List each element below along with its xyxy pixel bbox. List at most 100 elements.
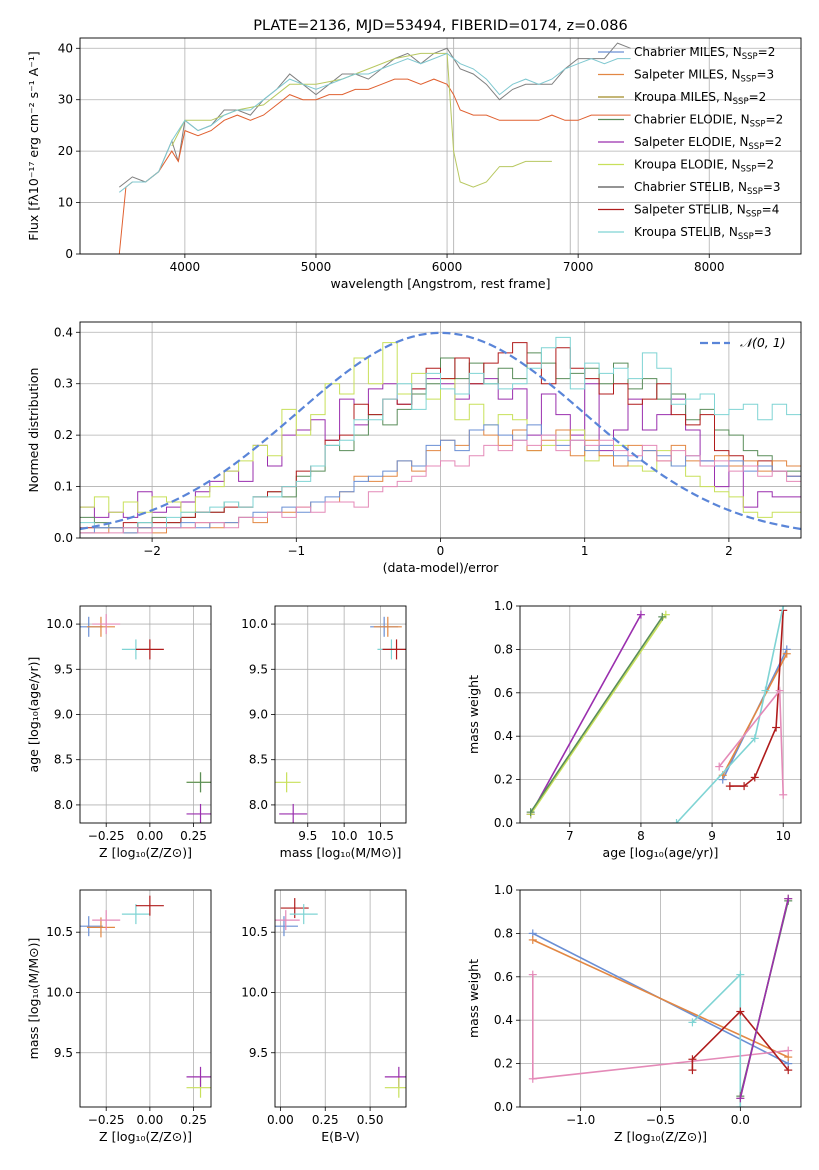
y-tick-label: 0.4	[54, 325, 73, 339]
series-line	[171, 52, 552, 188]
cumulative-line	[675, 606, 784, 823]
legend-suffix: =2	[749, 90, 767, 104]
y-tick-label: 0.0	[54, 531, 73, 545]
axes-frame	[274, 605, 407, 824]
x-axis-label: E(B-V)	[321, 1129, 360, 1144]
x-tick-label: 10.5	[367, 829, 394, 843]
y-axis-label: mass weight	[466, 959, 481, 1038]
axes-frame	[79, 321, 802, 539]
x-tick-label: 0.25	[312, 1113, 339, 1127]
legend: 𝒩(0, 1)	[700, 335, 786, 350]
cumulative-line	[691, 1010, 789, 1071]
chart-title: PLATE=2136, MJD=53494, FIBERID=0174, z=0…	[253, 18, 627, 34]
cumulative-line	[721, 653, 788, 776]
panel-age_vs_mass: 9.5 10.0 10.5 8.0 8.5 9.0 9.5 10.0 mass [log₁₀(M…	[241, 605, 407, 860]
y-tick-label: 8.5	[249, 753, 268, 767]
y-tick-label: 0.6	[494, 970, 513, 984]
panel-age_vs_Z: −0.25 0.00 0.25 8.0 8.5 9.0 9.5 10.0 Z [log₁₀(Z/…	[26, 605, 212, 860]
legend-entry: Salpeter ELODIE, NSSP=2	[634, 135, 782, 152]
y-axis-label: age [log₁₀(age/yr)]	[26, 657, 41, 773]
cumulative-line	[532, 939, 789, 1058]
panel-mass_vs_ebv: 0.00 0.25 0.50 9.5 10.0 10.5 E(B-V)	[241, 889, 407, 1144]
x-axis-label: mass [log₁₀(M/M⊙)]	[280, 845, 402, 860]
y-tick-label: 0.2	[54, 428, 73, 442]
legend-entry: 𝒩(0, 1)	[740, 335, 786, 350]
y-tick-label: 10.0	[241, 985, 268, 999]
x-tick-label: 4000	[170, 260, 201, 274]
y-tick-label: 0.1	[54, 480, 73, 494]
panel-residuals: −2 −1 0 1 2 0.0 0.1 0.2 0.3 0.4 𝒩(0, 1) (data-model…	[26, 321, 802, 575]
legend-entry: Kroupa STELIB, NSSP=3	[634, 225, 772, 242]
x-tick-label: −2	[143, 544, 161, 558]
y-axis-label: Normed distribution	[26, 368, 41, 493]
x-tick-label: 10.0	[331, 829, 358, 843]
x-axis-label: Z [log₁₀(Z/Z⊙)]	[614, 1129, 707, 1144]
cumulative-line	[529, 614, 642, 815]
plot-area	[80, 331, 801, 534]
x-tick-label: −0.5	[646, 1113, 675, 1127]
legend-label: Chabrier ELODIE, N	[634, 113, 750, 127]
y-tick-label: 1.0	[494, 883, 513, 897]
legend-suffix: =3	[756, 68, 774, 82]
plot-area	[275, 616, 406, 823]
legend-sub: SSP	[748, 142, 764, 152]
legend-sub: SSP	[746, 210, 762, 220]
y-tick-label: 10.5	[241, 925, 268, 939]
y-tick-label: 10.0	[241, 617, 268, 631]
histogram-step	[80, 342, 801, 529]
legend-entry: Kroupa ELODIE, NSSP=2	[634, 158, 774, 175]
plot-area	[275, 898, 406, 1098]
y-tick-label: 40	[58, 41, 73, 55]
x-axis-label: wavelength [Angstrom, rest frame]	[330, 276, 550, 291]
y-tick-label: 9.5	[249, 662, 268, 676]
x-tick-label: −0.25	[88, 829, 125, 843]
x-tick-label: 0.25	[180, 829, 207, 843]
axes-frame	[79, 605, 212, 824]
y-tick-label: 8.5	[54, 753, 73, 767]
y-tick-label: 0.8	[494, 642, 513, 656]
legend-suffix: =3	[754, 225, 772, 239]
legend-label: Kroupa MILES, N	[634, 90, 733, 104]
x-tick-label: 2	[725, 544, 733, 558]
legend-sub: SSP	[738, 232, 754, 242]
axes-frame	[519, 889, 802, 1108]
x-tick-label: 0.25	[180, 1113, 207, 1127]
legend-label: Chabrier MILES, N	[634, 45, 742, 59]
legend-sub: SSP	[733, 97, 749, 107]
legend-suffix: =4	[762, 203, 780, 217]
y-tick-label: 10	[58, 196, 73, 210]
panel-cumulative_Z: −1.0 −0.5 0.0 0.0 0.2 0.4 0.6 0.8 1.0 Z [log₁₀(Z/…	[466, 883, 802, 1144]
x-tick-label: 8000	[694, 260, 725, 274]
x-tick-label: 0.0	[731, 1113, 750, 1127]
y-axis-label: Flux [fλ10⁻¹⁷ erg cm⁻² s⁻¹ A⁻¹]	[26, 51, 41, 240]
cumulative-line	[739, 898, 789, 1099]
x-tick-label: 0.00	[137, 1113, 164, 1127]
legend-entry: Salpeter MILES, NSSP=3	[634, 68, 774, 85]
x-tick-label: 9	[708, 829, 716, 843]
legend-label: Salpeter ELODIE, N	[634, 135, 748, 149]
legend-label: Salpeter STELIB, N	[634, 203, 746, 217]
legend-label: Kroupa STELIB, N	[634, 225, 738, 239]
y-tick-label: 30	[58, 93, 73, 107]
series-line	[118, 52, 631, 193]
legend-label: Salpeter MILES, N	[634, 68, 741, 82]
x-tick-label: −0.25	[88, 1113, 125, 1127]
series-line	[118, 78, 631, 254]
cumulative-line	[691, 972, 742, 1107]
x-tick-label: 0	[437, 544, 445, 558]
panel-spectrum: 4000 5000 6000 7000 8000 0 10 20 30 40 Chabrier MI…	[26, 37, 802, 291]
x-tick-label: 10	[776, 829, 791, 843]
legend-sub: SSP	[750, 120, 766, 130]
x-tick-label: −1.0	[566, 1113, 595, 1127]
legend-entry: Chabrier ELODIE, NSSP=2	[634, 113, 783, 130]
axes-frame	[79, 889, 212, 1108]
panel-mass_vs_Z: −0.25 0.00 0.25 9.5 10.0 10.5 Z [log₁₀(Z/Z⊙)] m…	[26, 889, 212, 1144]
y-tick-label: 0.3	[54, 377, 73, 391]
plot-area	[118, 38, 631, 254]
x-tick-label: 0.50	[357, 1113, 384, 1127]
y-tick-label: 0.0	[494, 1100, 513, 1114]
x-axis-label: Z [log₁₀(Z/Z⊙)]	[99, 845, 192, 860]
y-tick-label: 9.5	[54, 1046, 73, 1060]
legend-entry: Chabrier STELIB, NSSP=3	[634, 180, 781, 197]
x-tick-label: −1	[287, 544, 305, 558]
